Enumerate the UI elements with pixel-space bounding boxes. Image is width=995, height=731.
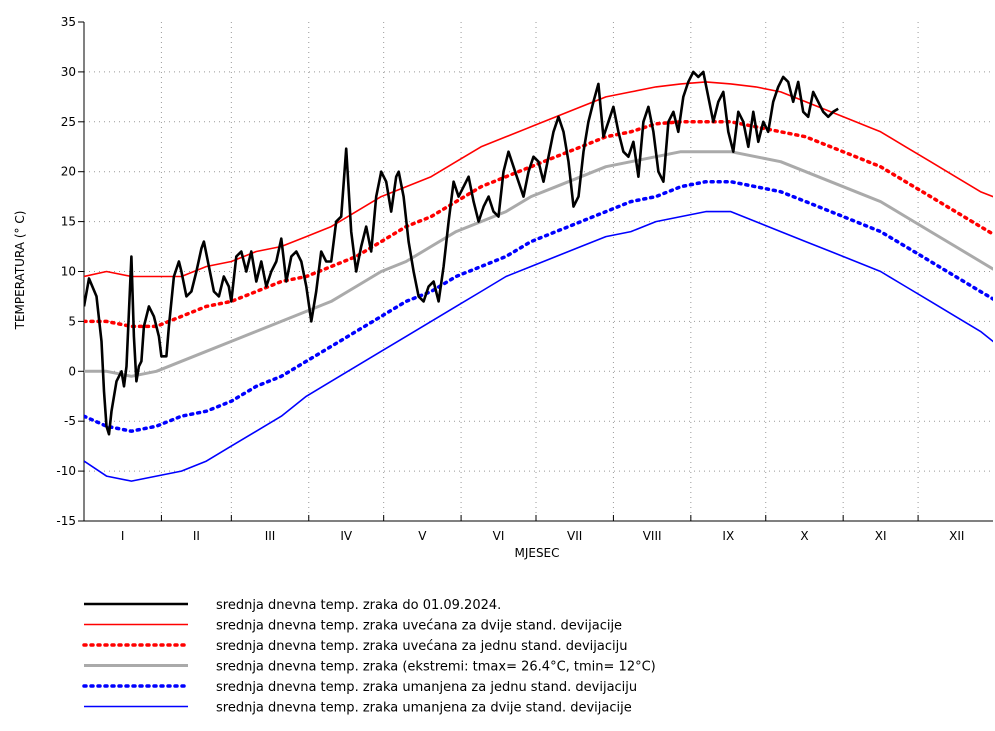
month-label: XI [875,529,887,543]
series-line-5 [84,210,993,482]
y-tick-label: 30 [61,65,76,79]
y-tick-label: 15 [61,215,76,229]
y-tick-label: -10 [56,464,76,478]
y-tick-label: -5 [64,414,76,428]
legend-label: srednja dnevna temp. zraka do 01.09.2024… [216,598,501,613]
series-line-0 [84,70,839,436]
month-label: VI [493,529,505,543]
grid [84,22,993,521]
series-line-2 [84,120,993,329]
month-label: II [193,529,200,543]
y-tick-label: -15 [56,514,76,528]
month-label: VII [567,529,582,543]
series-line-1 [84,81,993,278]
series-line-4 [84,179,993,433]
y-axis-label: TEMPERATURA (° C) [13,211,27,331]
legend: srednja dnevna temp. zraka do 01.09.2024… [82,598,656,716]
legend-label: srednja dnevna temp. zraka umanjena za j… [216,680,637,695]
y-tick-label: 35 [61,15,76,29]
axes [78,21,993,522]
y-tick-label: 20 [61,165,76,179]
month-label: III [265,529,276,543]
legend-label: srednja dnevna temp. zraka umanjena za d… [216,701,632,716]
month-label: XII [949,529,964,543]
y-tick-label: 10 [61,265,76,279]
y-tick-label: 5 [68,314,76,328]
month-label: IV [340,529,353,543]
legend-label: srednja dnevna temp. zraka (ekstremi: tm… [216,660,656,675]
y-tick-label: 0 [68,364,76,378]
legend-label: srednja dnevna temp. zraka uvećana za dv… [216,619,622,634]
series-lines [84,70,993,482]
legend-label: srednja dnevna temp. zraka uvećana za je… [216,639,627,654]
x-axis-label: MJESEC [514,546,559,560]
month-label: IX [722,529,734,543]
month-label: VIII [643,529,662,543]
month-label: I [121,529,125,543]
month-label: V [418,529,427,543]
y-tick-label: 25 [61,115,76,129]
month-label: X [800,529,808,543]
